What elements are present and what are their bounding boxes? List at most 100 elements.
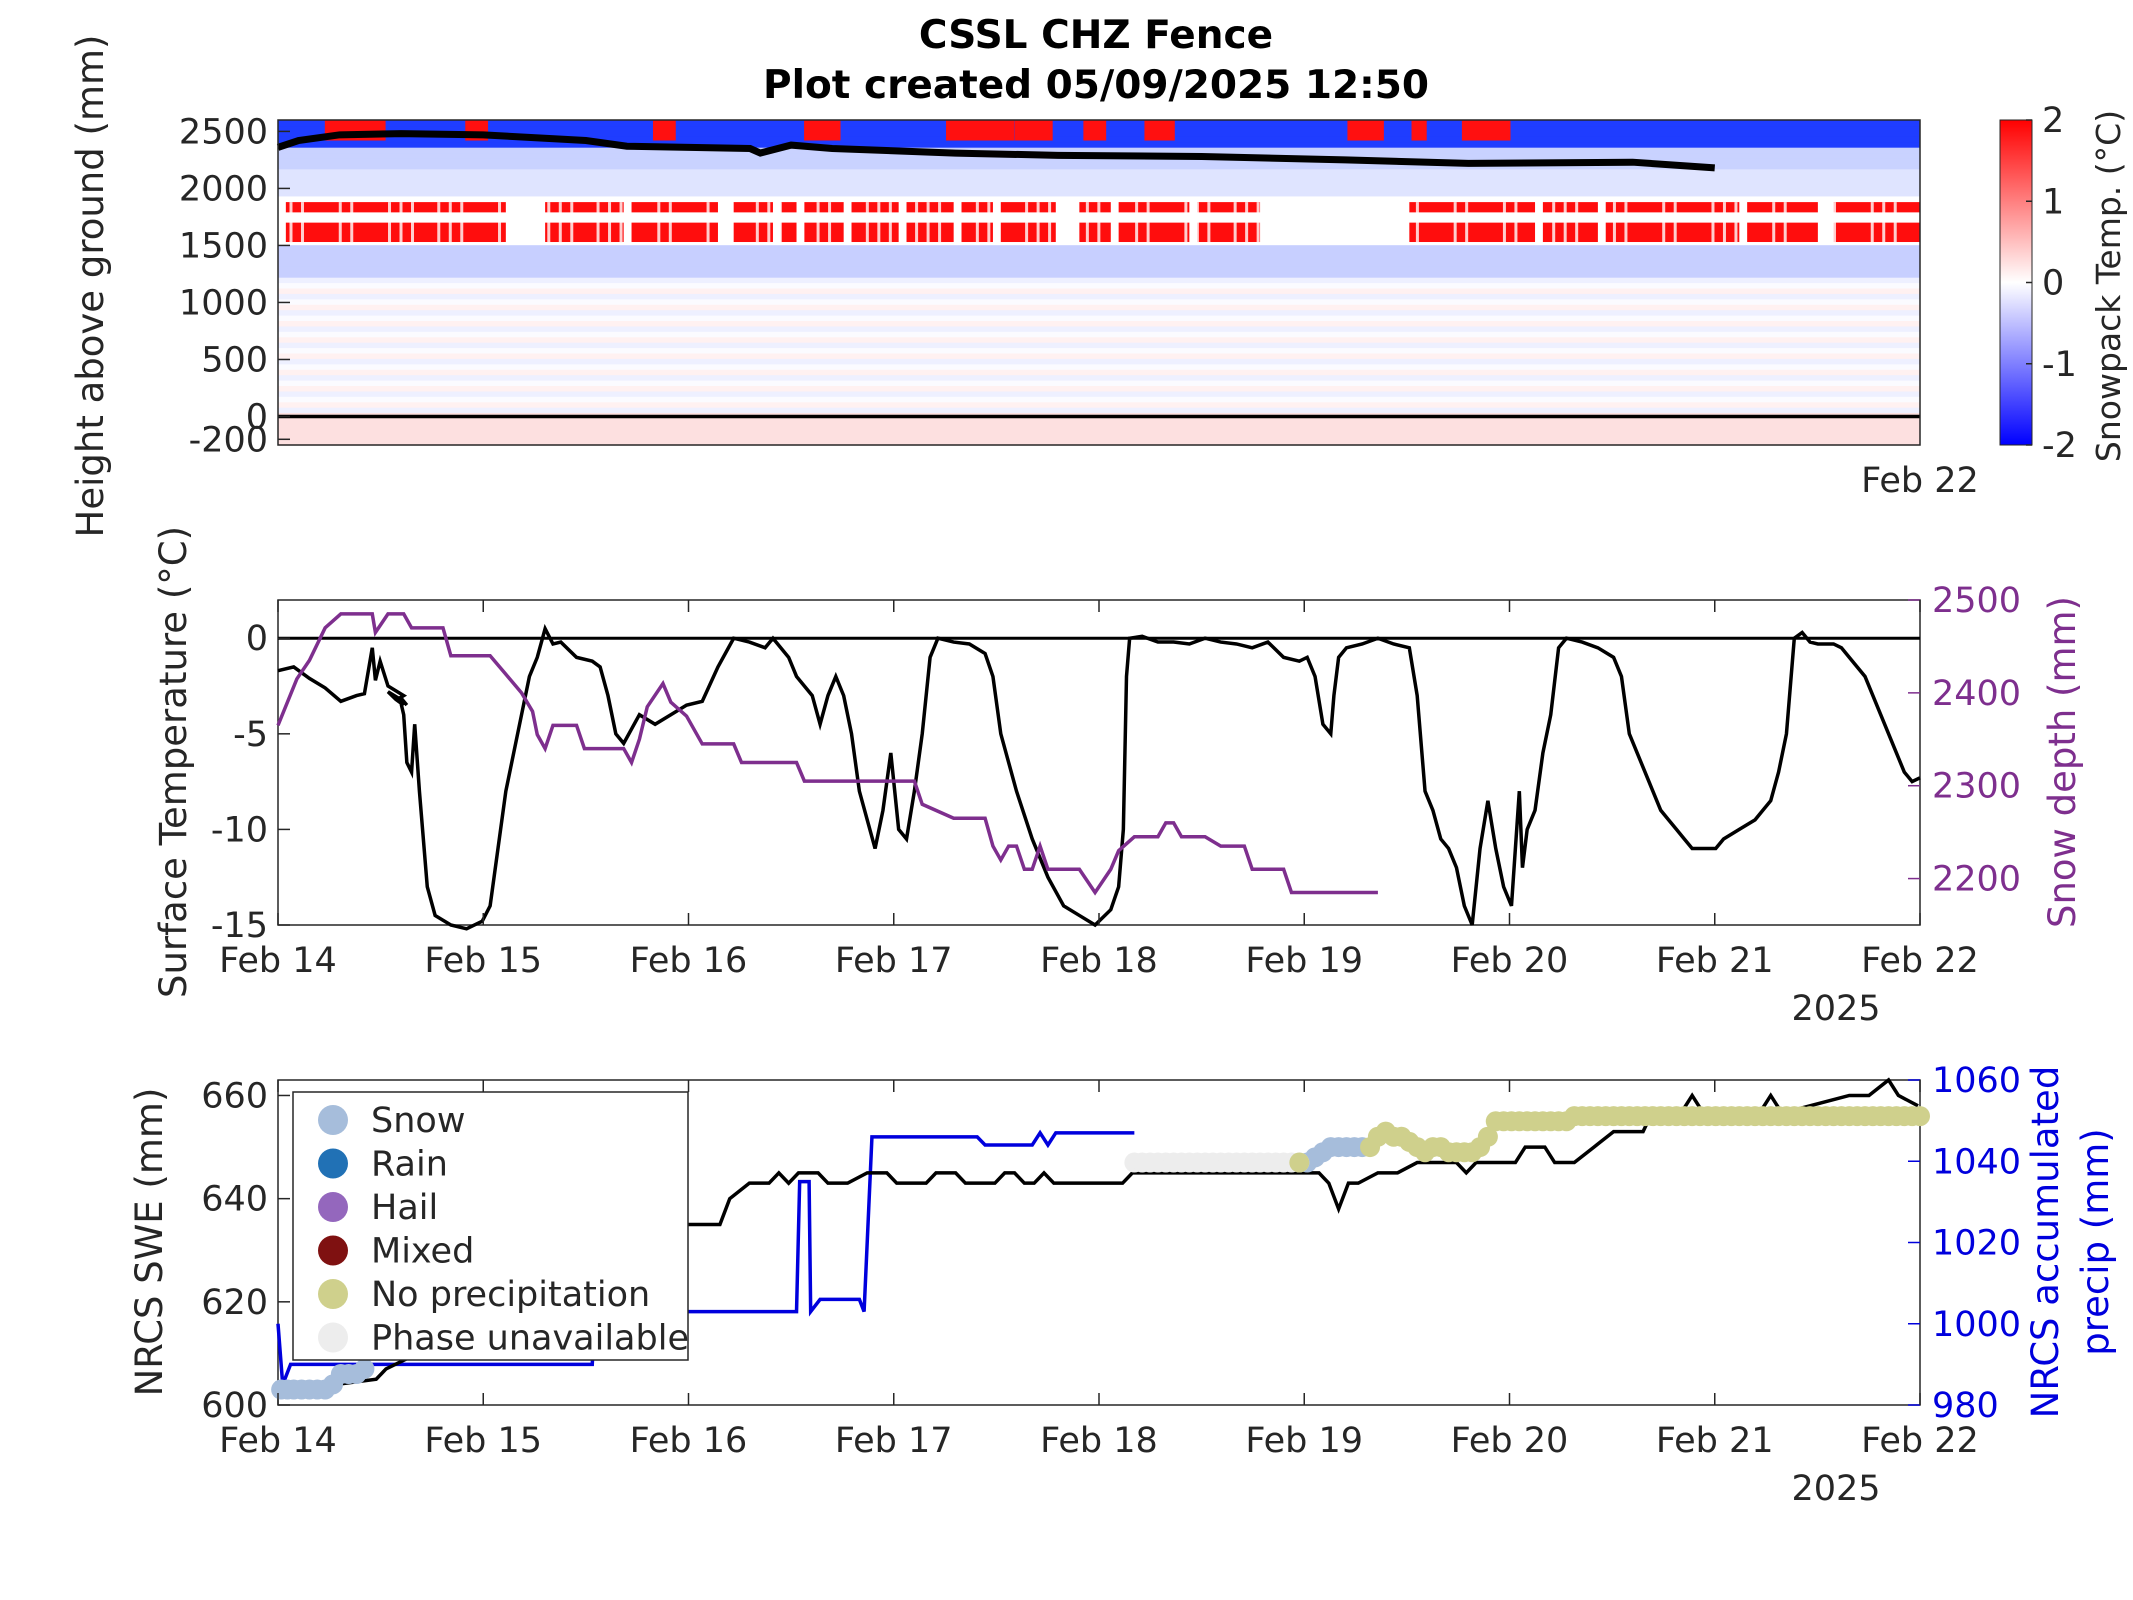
heatmap-cell (1711, 202, 1715, 243)
heatmap-cell (547, 202, 551, 243)
heatmap-cell (1605, 222, 1740, 243)
heatmap-cell (1184, 202, 1188, 243)
x-tick-label: Feb 16 (630, 941, 748, 981)
heatmap-cell (278, 325, 1920, 332)
heatmap-cell (1404, 202, 1408, 243)
heatmap-cell (1502, 202, 1506, 243)
heatmap-cell (631, 202, 718, 213)
heatmap-cell (1294, 202, 1298, 243)
heatmap-cell (545, 222, 624, 243)
heatmap-cell (278, 331, 1920, 338)
heatmap-cell (278, 385, 1920, 392)
y-tick-label: 1000 (179, 283, 268, 323)
y-tick-label: 600 (201, 1386, 268, 1426)
colorbar-tick-label: -1 (2042, 345, 2077, 385)
heatmap-cell (888, 202, 892, 243)
legend-marker (318, 1148, 348, 1179)
heatmap-cell (278, 277, 1920, 284)
heatmap-cell (1415, 202, 1419, 243)
heatmap-cell (278, 282, 1920, 289)
heatmap-cell (278, 179, 1920, 186)
heatmap-cell (278, 174, 1920, 181)
heatmap-cell (278, 309, 1920, 316)
heatmap-cell (1135, 202, 1139, 243)
heatmap-cell (278, 250, 1920, 257)
heatmap-cell (778, 202, 782, 243)
heatmap-cell (278, 315, 1920, 322)
heatmap-cell (278, 401, 1920, 408)
heatmap-cell (938, 202, 942, 243)
heatmap-cell (1772, 202, 1776, 243)
heatmap-cell (906, 222, 954, 243)
heatmap-cell (668, 202, 672, 243)
heatmap-cell (804, 202, 844, 213)
heatmap-cell (1000, 222, 1056, 243)
y-tick-label: 2500 (179, 112, 268, 152)
snow-depth-line (276, 612, 1378, 896)
heatmap-cell (278, 434, 1920, 441)
heatmap-cell (1870, 202, 1874, 243)
heatmap-cell (1195, 202, 1199, 243)
chart-title-line2: Plot created 05/09/2025 12:50 (763, 63, 1429, 108)
heatmap-cell (278, 157, 1920, 164)
heatmap-cell (915, 202, 919, 243)
y2-tick-label: 2200 (1932, 860, 2021, 900)
y2-tick-label: 1000 (1932, 1305, 2021, 1345)
heatmap-cell (1025, 202, 1029, 243)
y-axis-label: NRCS SWE (mm) (128, 1088, 171, 1397)
x-tick-label: Feb 22 (1861, 461, 1979, 501)
x-tick-label: Feb 16 (630, 1421, 748, 1461)
y-tick-label: 500 (201, 340, 268, 380)
x-tick-label: Feb 14 (219, 1421, 337, 1461)
heatmap-cell (877, 202, 881, 243)
heatmap-cell (278, 423, 1920, 430)
heatmap-cell (278, 439, 1920, 446)
swe-precip-panel: 660 640 620 600 1060 1040 1020 1000 980 Feb 14 Feb… (128, 1061, 2117, 1509)
heatmap-cell (975, 202, 979, 243)
heatmap-cell (278, 369, 1920, 376)
heatmap-cell (1366, 202, 1370, 243)
colorbar-tick-label: 0 (2042, 264, 2064, 304)
legend-label: Snow (371, 1101, 465, 1141)
heatmap-cell (1453, 202, 1457, 243)
heatmap-cell (718, 202, 722, 243)
heatmap-cell (733, 222, 773, 243)
heatmap-cell (278, 407, 1920, 414)
heatmap-cell (300, 202, 304, 243)
heatmap-cell (460, 202, 464, 243)
heatmap-cell (851, 202, 899, 213)
y2-tick-label: 2300 (1932, 767, 2021, 807)
heatmap-cell (1048, 202, 1052, 243)
heatmap-cell (278, 190, 1920, 197)
colorbar-tick-label: 1 (2042, 182, 2064, 222)
heatmap-cell (278, 347, 1920, 354)
heatmap-cell (278, 390, 1920, 397)
chart-title-line1: CSSL CHZ Fence (919, 13, 1273, 58)
heatmap-cell (1575, 202, 1579, 243)
x-tick-label: Feb 15 (424, 1421, 542, 1461)
heatmap-cell (437, 202, 441, 243)
heatmap-cell (278, 260, 1920, 267)
heatmap-cell (733, 202, 773, 213)
heatmap-cell (509, 202, 513, 243)
x-tick-label: Feb 22 (1861, 941, 1979, 981)
heatmap-cell (350, 202, 354, 243)
heatmap-cell (278, 428, 1920, 435)
heatmap-cell (652, 120, 676, 141)
heatmap-cell (1000, 202, 1056, 213)
heatmap-cell (278, 202, 281, 243)
heatmap-cell (278, 271, 1920, 278)
heatmap-cell (278, 255, 1920, 262)
heatmap-cell (285, 202, 506, 213)
heatmap-cell (278, 195, 1920, 202)
heatmap-cell (1821, 202, 1825, 243)
legend-label: Phase unavailable (371, 1319, 689, 1359)
heatmap-cell (755, 202, 759, 243)
heatmap-cell (1662, 202, 1666, 243)
plot-frame (277, 599, 1921, 926)
x-tick-label: Feb 20 (1451, 941, 1569, 981)
heatmap-cell (767, 202, 771, 243)
legend-label: No precipitation (371, 1275, 650, 1315)
legend-box (292, 1091, 689, 1361)
heatmap-cell (987, 202, 991, 243)
